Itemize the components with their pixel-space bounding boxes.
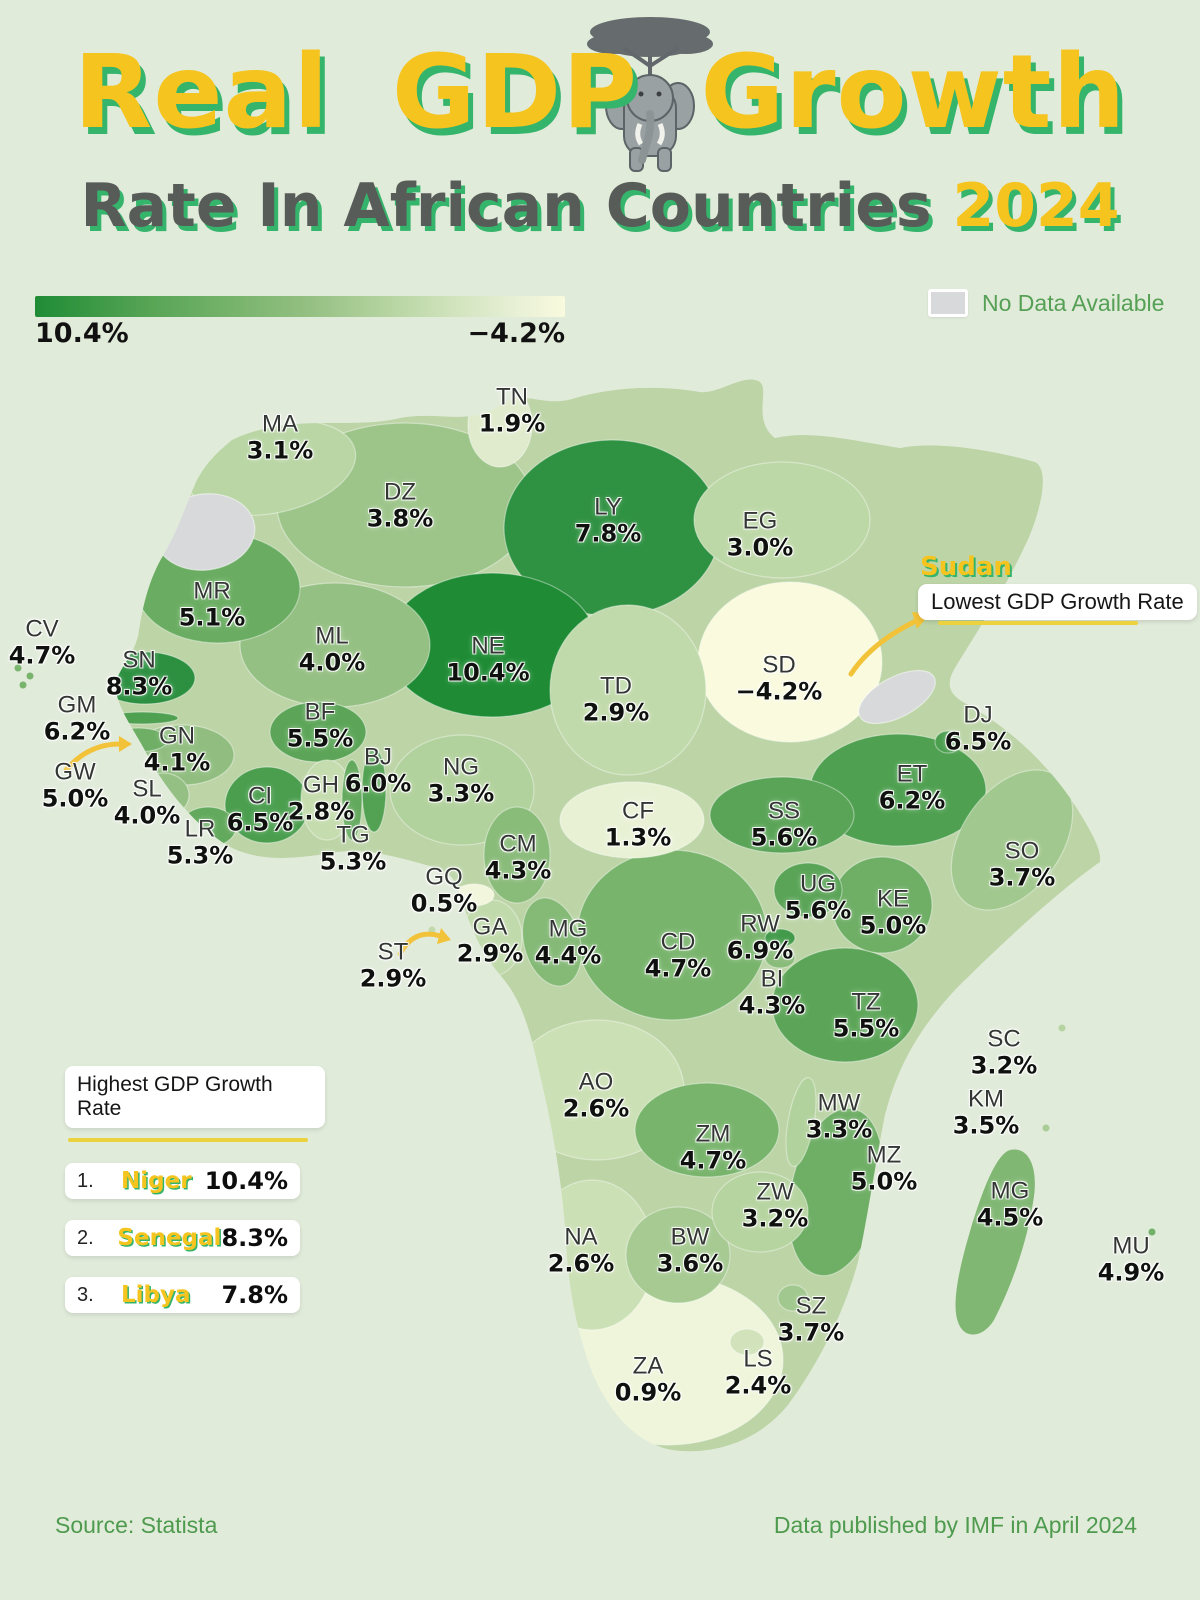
- st-arrow-icon: [397, 931, 443, 957]
- country-patch-CM: [483, 806, 551, 904]
- rank-value: 10.4%: [204, 1167, 288, 1195]
- color-scale-bar: [35, 296, 565, 317]
- subtitle-year: 2024: [952, 171, 1120, 241]
- island-dot-CV: [19, 681, 27, 689]
- country-patch-TD: [549, 604, 707, 776]
- subtitle-text: Rate In African Countries: [80, 171, 932, 241]
- country-patches: [94, 382, 1074, 1446]
- country-patch-SD: [697, 581, 883, 743]
- country-patch-LS: [729, 1328, 765, 1356]
- no-data-swatch: [928, 289, 968, 317]
- country-patch-CF: [559, 781, 705, 859]
- country-patch-ZW: [711, 1171, 809, 1253]
- sudan-callout-title: Sudan: [920, 552, 1012, 582]
- page-title: Real GDP Growth: [73, 33, 1127, 152]
- island-dot-KM: [1042, 1124, 1050, 1132]
- country-patch-SZ: [777, 1284, 809, 1312]
- country-patch-SS: [709, 776, 855, 854]
- st-arrowhead-icon: [437, 928, 451, 944]
- sudan-callout-underline: [938, 621, 1138, 625]
- rank-country: Senegal: [117, 1225, 222, 1251]
- rank-row-3: 3. Libya 7.8%: [65, 1277, 300, 1313]
- gw-arrow-icon: [63, 741, 123, 773]
- rank-country: Libya: [121, 1282, 191, 1308]
- rank-row-2: 2. Senegal 8.3%: [65, 1220, 300, 1256]
- footer-source: Source: Statista: [55, 1512, 218, 1538]
- rank-country: Niger: [121, 1168, 192, 1194]
- country-patch-MG: [521, 897, 583, 987]
- country-patch-BW: [625, 1206, 731, 1304]
- highest-gdp-title: Highest GDP Growth Rate: [65, 1066, 325, 1128]
- sudan-callout-text: Lowest GDP Growth Rate: [918, 584, 1197, 620]
- gw-arrowhead-icon: [119, 736, 132, 752]
- country-patch-MW: [785, 1077, 817, 1167]
- country-patch-TZ: [771, 947, 919, 1063]
- madagascar-island-shape: [955, 1149, 1035, 1335]
- rank-value: 7.8%: [221, 1281, 288, 1309]
- country-patch-RW: [764, 928, 796, 948]
- country-patch-BF: [269, 701, 367, 763]
- country-patch-TG: [341, 759, 363, 841]
- island-dot-SC: [1058, 1024, 1066, 1032]
- highest-gdp-box: Highest GDP Growth Rate 1. Niger 10.4% 2…: [65, 1066, 325, 1313]
- country-patch-CD: [576, 849, 768, 1021]
- country-patch-BI: [764, 947, 796, 969]
- island-dot-CV: [14, 664, 22, 672]
- rank-row-1: 1. Niger 10.4%: [65, 1163, 300, 1199]
- no-data-legend: No Data Available: [928, 289, 1164, 317]
- country-patch-KE: [831, 856, 933, 954]
- country-patch-ZM: [634, 1082, 780, 1178]
- page-subtitle: Rate In African Countries 2024: [0, 172, 1200, 241]
- elephant-tree-icon: [587, 17, 713, 172]
- no-data-region-eritrea: [858, 669, 936, 725]
- island-dot-CV: [26, 672, 34, 680]
- sudan-arrow-icon: [848, 617, 921, 677]
- country-patch-DJ: [934, 730, 962, 754]
- island-shapes: [14, 664, 1156, 1335]
- rank-number: 3.: [77, 1283, 94, 1306]
- country-patch-BJ: [361, 747, 387, 833]
- highest-gdp-underline: [68, 1138, 308, 1142]
- footer-published: Data published by IMF in April 2024: [773, 1512, 1137, 1538]
- country-patch-EG: [693, 461, 871, 579]
- scale-min-label: −4.2%: [467, 318, 565, 349]
- color-scale-labels: 10.4% −4.2%: [35, 318, 565, 349]
- island-dot-MU: [1148, 1228, 1156, 1236]
- scale-max-label: 10.4%: [35, 318, 129, 349]
- rank-number: 2.: [77, 1226, 94, 1249]
- country-patch-CI: [224, 766, 310, 844]
- country-patch-UG: [773, 862, 843, 918]
- no-data-label: No Data Available: [982, 289, 1165, 316]
- rank-value: 8.3%: [221, 1224, 288, 1252]
- rank-number: 1.: [77, 1169, 94, 1192]
